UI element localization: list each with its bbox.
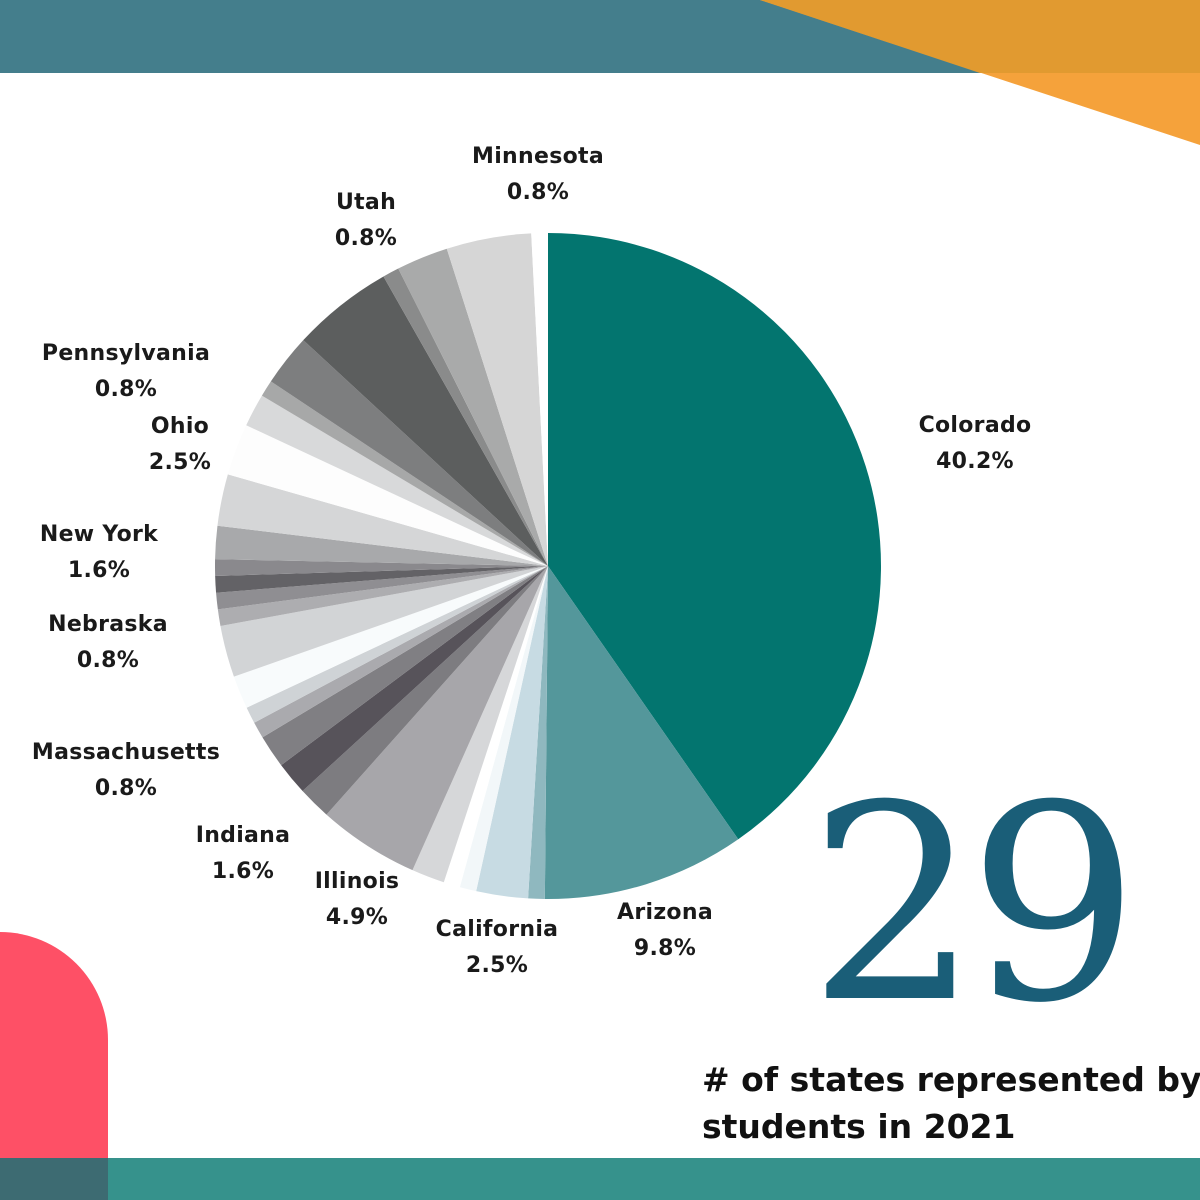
label-minnesota: Minnesota 0.8%	[418, 139, 658, 211]
label-arizona: Arizona 9.8%	[545, 895, 785, 967]
pie-slice-colorado	[548, 233, 881, 840]
orange-accent-shadow	[760, 0, 1200, 73]
label-name: Minnesota	[472, 144, 604, 169]
pie-slice-minnesota	[531, 233, 548, 566]
label-name: Pennsylvania	[41, 341, 211, 366]
pie-slice-indiana	[281, 566, 548, 792]
label-percent: 0.8%	[94, 377, 158, 402]
label-percent: 4.9%	[325, 905, 389, 930]
pie-slice-unlabeled-14	[220, 566, 548, 677]
pie-slice-california	[476, 566, 548, 899]
label-percent: 0.8%	[334, 226, 398, 251]
pie-slice-unlabeled-28	[446, 233, 548, 567]
label-name: Colorado	[918, 413, 1032, 438]
label-percent: 2.5%	[465, 953, 529, 978]
pie-slice-arizona	[544, 566, 739, 900]
pie-slice-unlabeled-2	[528, 566, 548, 899]
label-nebraska: Nebraska 0.8%	[0, 607, 228, 679]
label-name: New York	[39, 522, 159, 547]
label-name: Nebraska	[48, 612, 168, 637]
caption-line-1: # of states represented by	[702, 1060, 1200, 1099]
pie-slice-unlabeled-20	[217, 474, 548, 566]
bottom-band	[0, 1158, 1200, 1200]
label-percent: 40.2%	[936, 449, 1014, 474]
caption-line-2: students in 2021	[702, 1107, 1016, 1146]
label-percent: 0.8%	[76, 648, 140, 673]
label-name: California	[435, 917, 559, 942]
pie-slice-unlabeled-24	[270, 340, 548, 566]
pie-slice-unlabeled-13	[233, 566, 549, 708]
pie-slice-pennsylvania	[261, 381, 548, 566]
pie-slice-unlabeled-10	[262, 566, 548, 766]
label-california: California 2.5%	[377, 912, 617, 984]
label-name: Indiana	[195, 823, 291, 848]
pie-slice-ohio	[227, 425, 549, 566]
pie-slice-nebraska	[215, 566, 548, 593]
pie-slice-illinois	[326, 566, 548, 871]
label-indiana: Indiana 1.6%	[123, 818, 363, 890]
pie-slice-utah	[383, 268, 548, 566]
stat-caption: # of states represented by students in 2…	[702, 1056, 1200, 1150]
label-new-york: New York 1.6%	[0, 517, 219, 589]
pie-slice-unlabeled-16	[216, 566, 548, 610]
pie-slice-unlabeled-15	[217, 566, 548, 627]
label-ohio: Ohio 2.5%	[60, 409, 300, 481]
pie-slice-unlabeled-6	[412, 566, 548, 883]
label-name: Utah	[335, 190, 397, 215]
label-illinois: Illinois 4.9%	[237, 864, 477, 936]
label-percent: 2.5%	[148, 450, 212, 475]
label-name: Ohio	[150, 414, 210, 439]
label-colorado: Colorado 40.2%	[855, 408, 1095, 480]
label-percent: 0.8%	[94, 776, 158, 801]
label-name: Illinois	[314, 869, 400, 894]
pie-slice-unlabeled-5	[443, 566, 548, 888]
label-percent: 1.6%	[211, 859, 275, 884]
pie-slice-unlabeled-25	[303, 276, 548, 566]
pie-slice-unlabeled-11	[254, 566, 548, 738]
pie-slice-unlabeled-8	[302, 566, 548, 815]
pie-slice-massachusetts	[246, 566, 548, 723]
label-name: Massachusetts	[31, 740, 221, 765]
label-percent: 0.8%	[506, 180, 570, 205]
label-percent: 9.8%	[633, 936, 697, 961]
label-percent: 1.6%	[67, 558, 131, 583]
pie-slice-unlabeled-22	[246, 395, 548, 566]
pie-slice-new-york	[215, 525, 548, 566]
pie-slice-unlabeled-27	[398, 248, 548, 566]
bottom-band-overlap	[0, 1158, 108, 1200]
pie-slice-unlabeled-4	[459, 566, 548, 892]
label-name: Arizona	[617, 900, 713, 925]
coral-accent-shape	[0, 932, 108, 1200]
label-massachusetts: Massachusetts 0.8%	[6, 735, 246, 807]
pie-slice-unlabeled-18	[215, 559, 548, 576]
label-utah: Utah 0.8%	[246, 185, 486, 257]
label-pennsylvania: Pennsylvania 0.8%	[6, 336, 246, 408]
states-count: 29	[808, 747, 1140, 1062]
